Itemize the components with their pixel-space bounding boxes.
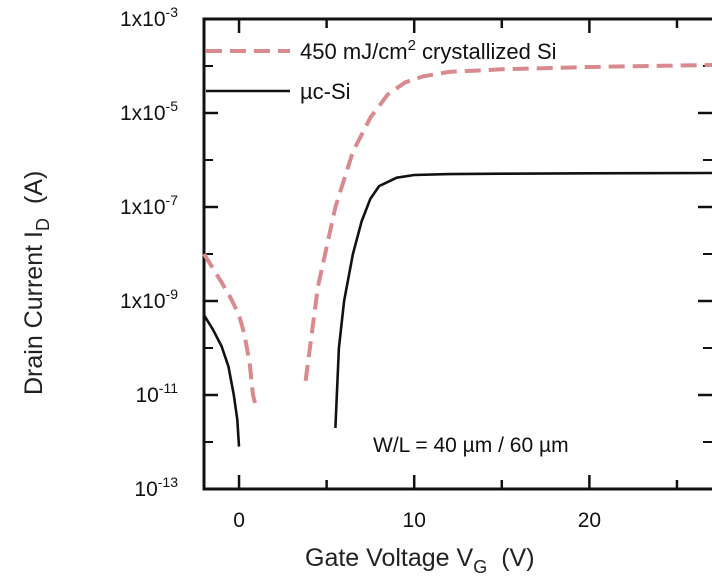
series-layer [202, 63, 712, 447]
series-line-segment [334, 171, 712, 428]
annotation-layer: W/L = 40 µm / 60 µm [373, 434, 569, 457]
legend-label-crystallized-si: 450 mJ/cm2 crystallized Si [300, 37, 557, 64]
y-axis-ticks: 1x10-3 1x10-5 1x10-7 1x10-9 10-11 10-13 [120, 4, 712, 501]
y-tick-label: 10-11 [135, 380, 178, 407]
axis-titles: Gate Voltage VG (V) Drain Current ID(A) [20, 171, 535, 577]
series-line-segment [202, 314, 241, 447]
wl-ratio-annotation: W/L = 40 µm / 60 µm [373, 434, 569, 457]
series-line-segment [202, 252, 259, 410]
y-tick-label: 10-13 [134, 474, 178, 501]
plot-frame [202, 17, 712, 491]
x-tick-label: 0 [233, 509, 245, 532]
series-line-segment [303, 63, 712, 382]
y-tick-label: 1x10-7 [120, 192, 178, 219]
legend: 450 mJ/cm2 crystallized Si µc-Si [206, 37, 557, 104]
y-tick-label: 1x10-5 [120, 98, 178, 125]
x-tick-label: 20 [578, 509, 601, 532]
y-tick-label: 1x10-3 [120, 4, 178, 31]
y-tick-label: 1x10-9 [120, 286, 178, 313]
plot-border [202, 17, 712, 491]
x-tick-label: 10 [403, 509, 426, 532]
x-axis-ticks: 0 10 20 [233, 19, 679, 532]
series-crystallized-si [202, 63, 712, 410]
series-uc-si [202, 171, 712, 447]
x-axis-title: Gate Voltage VG (V) [305, 544, 535, 577]
legend-label-uc-si: µc-Si [300, 79, 351, 104]
y-axis-title: Drain Current ID(A) [20, 171, 53, 395]
